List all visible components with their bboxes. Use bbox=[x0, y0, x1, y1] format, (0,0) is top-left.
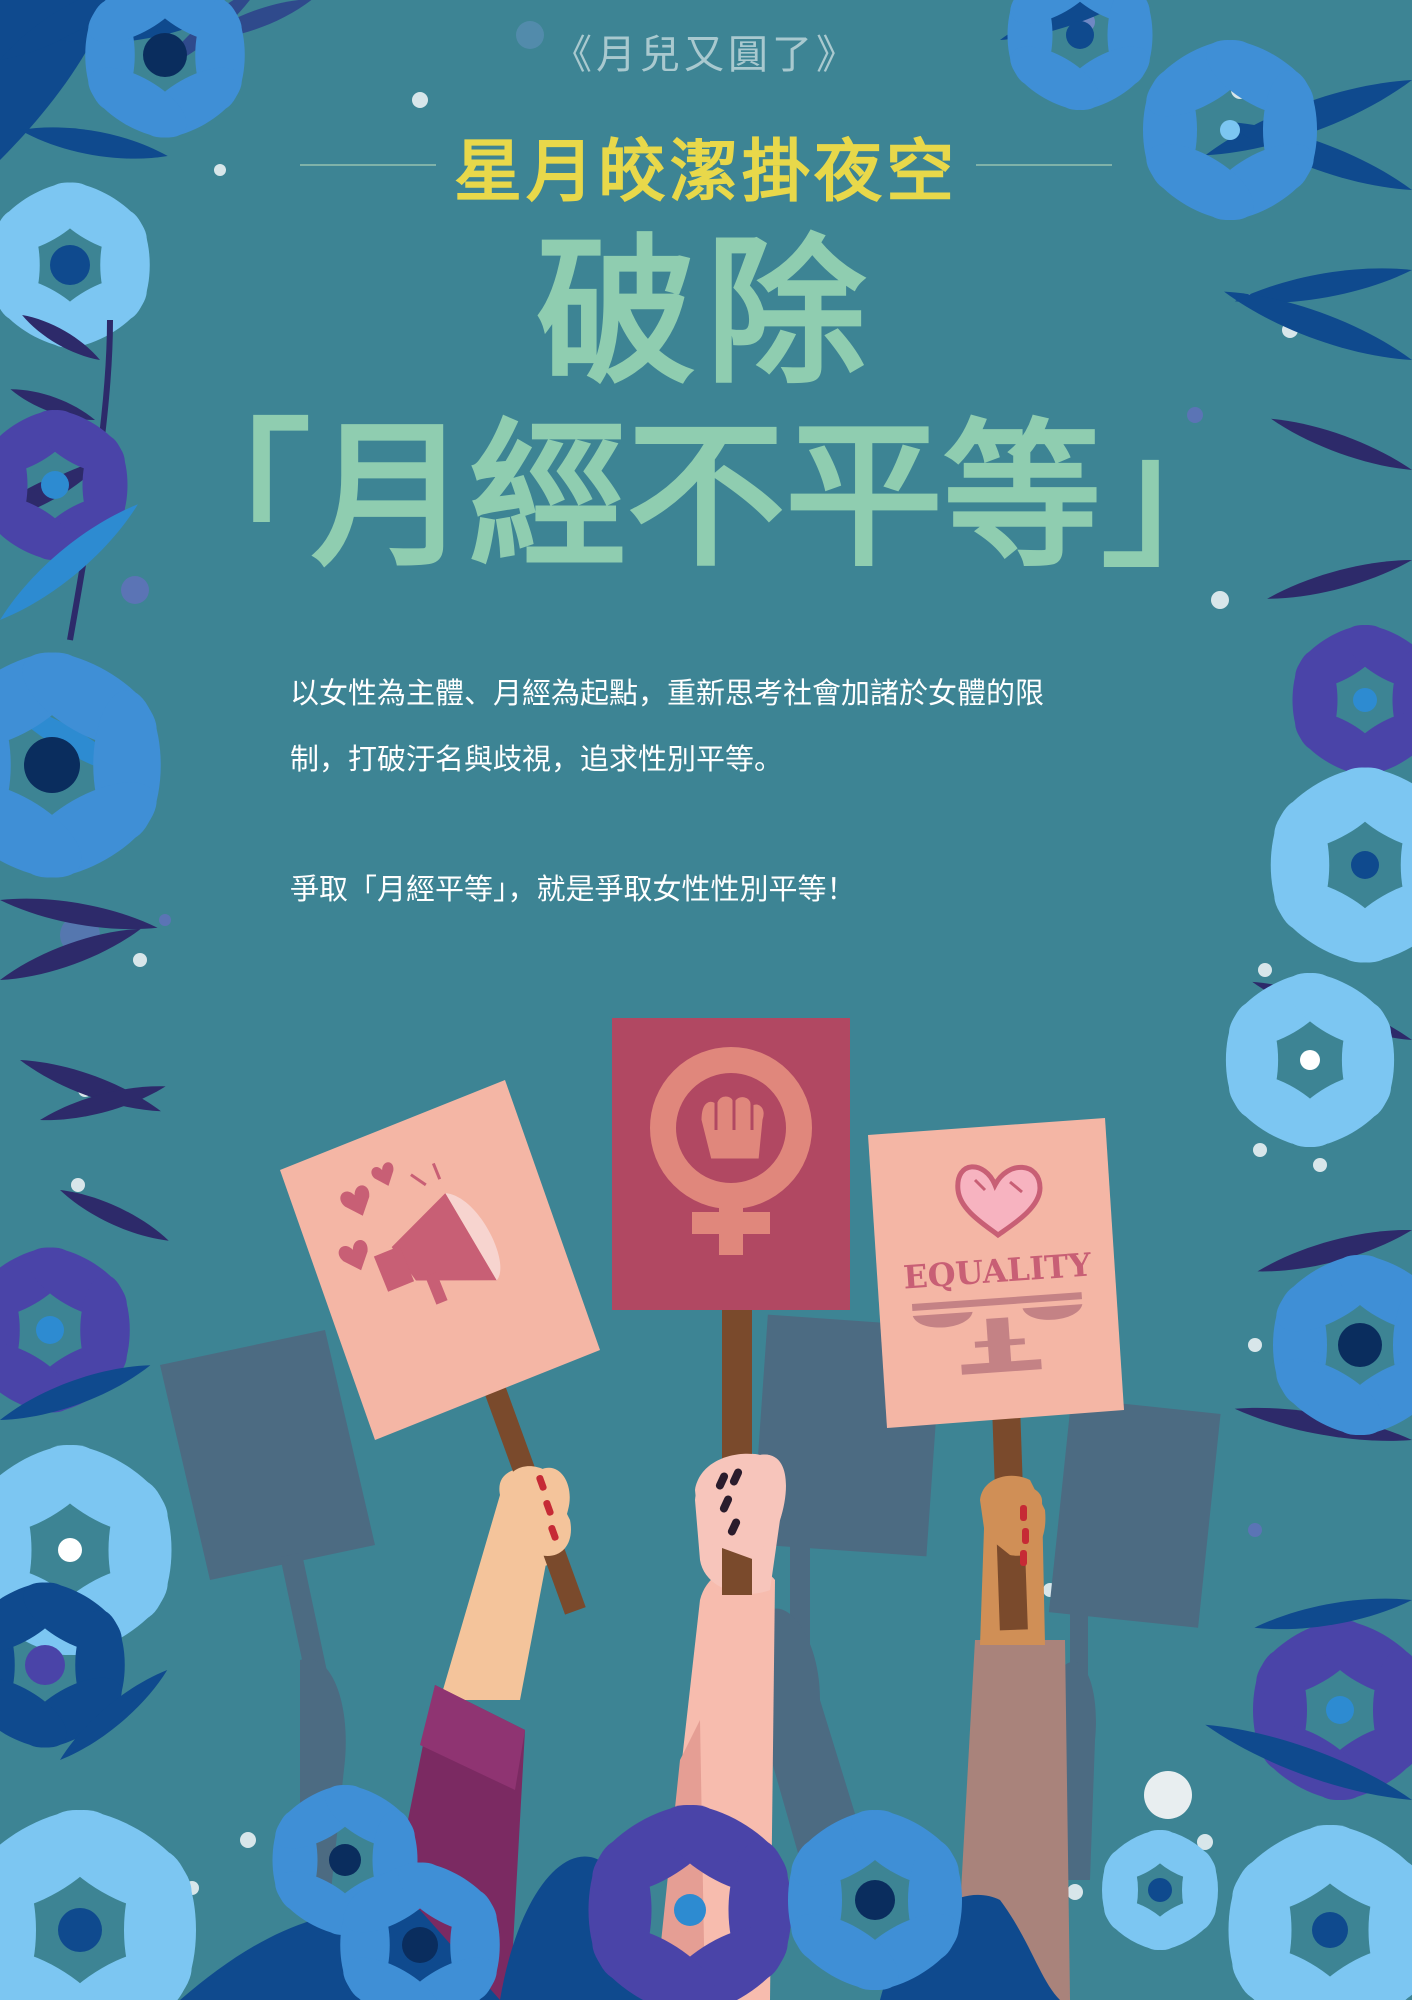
main-title-line-1: 破除 bbox=[535, 218, 876, 406]
foliage-left bbox=[0, 0, 316, 2000]
body-paragraph-2: 爭取「月經平等」，就是爭取女性性別平等！ bbox=[290, 872, 856, 906]
body-text: 以女性為主體、月經為起點，重新思考社會加諸於女體的限 制，打破汙名與歧視，追求性… bbox=[290, 660, 1170, 922]
foliage-right bbox=[996, 0, 1412, 2000]
foliage-bottom bbox=[180, 1772, 1060, 2000]
series-title: 《月兒又圓了》 bbox=[552, 32, 860, 78]
main-title-line-2: 「月經不平等」 bbox=[153, 404, 1259, 589]
subtitle-row: 星月皎潔掛夜空 bbox=[300, 125, 1113, 212]
body-paragraph-1-line-2: 制，打破汙名與歧視，追求性別平等。 bbox=[290, 742, 784, 776]
hand-left bbox=[505, 1466, 571, 1556]
subtitle: 星月皎潔掛夜空 bbox=[454, 132, 959, 212]
hand-center bbox=[695, 1453, 785, 1560]
sign-center bbox=[612, 1018, 850, 1595]
subtitle-rule-left bbox=[300, 164, 436, 166]
hand-right bbox=[980, 1475, 1046, 1566]
subtitle-rule-right bbox=[976, 164, 1113, 166]
body-paragraph-1-line-1: 以女性為主體、月經為起點，重新思考社會加諸於女體的限 bbox=[290, 676, 1045, 710]
sign-right: EQUALITY bbox=[868, 1118, 1124, 1631]
heart-icon bbox=[955, 1164, 1043, 1239]
balance-scale-icon bbox=[911, 1292, 1083, 1375]
female-symbol-fist-icon bbox=[650, 1047, 812, 1255]
megaphone-hearts-icon bbox=[338, 1162, 501, 1305]
